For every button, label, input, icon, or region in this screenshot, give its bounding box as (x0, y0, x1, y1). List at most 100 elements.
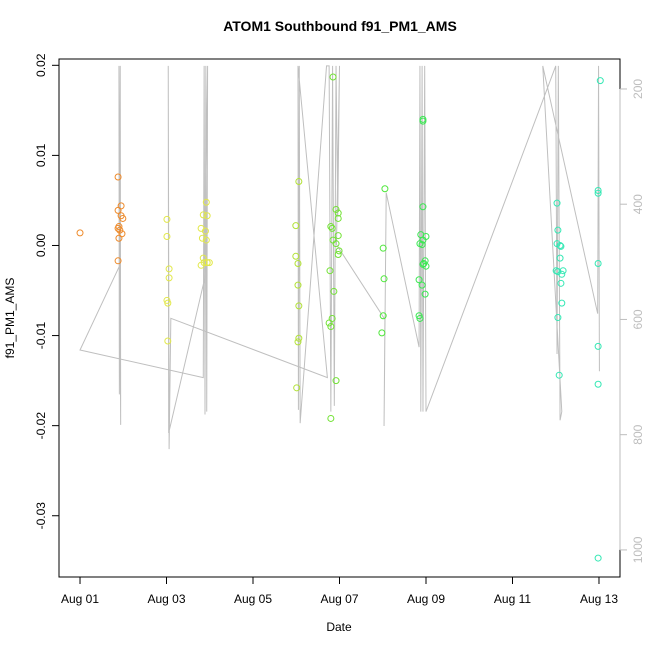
point (335, 247, 343, 255)
x-tick-label: Aug 11 (494, 592, 531, 606)
x-tick-label: Aug 13 (580, 592, 618, 606)
point (295, 302, 303, 310)
point (165, 265, 173, 273)
point (328, 224, 336, 232)
point (334, 214, 342, 222)
point (334, 250, 342, 258)
point (415, 276, 423, 284)
point (556, 254, 564, 262)
point (332, 377, 340, 385)
point (419, 203, 427, 211)
point (559, 267, 567, 275)
point (419, 260, 427, 268)
point (294, 259, 302, 267)
x-tick-label: Aug 01 (61, 592, 99, 606)
point (379, 312, 387, 320)
point (293, 384, 301, 392)
point (594, 187, 602, 195)
point (326, 267, 334, 275)
point (203, 259, 211, 267)
point (594, 342, 602, 350)
x-tick-label: Aug 07 (320, 592, 358, 606)
point (556, 241, 564, 249)
point (163, 232, 171, 240)
point (594, 259, 602, 267)
point (295, 334, 303, 342)
point (202, 236, 210, 244)
point (76, 229, 84, 237)
y-tick-label: 0.02 (34, 53, 48, 77)
point (115, 234, 123, 242)
point (164, 299, 172, 307)
point (197, 261, 205, 269)
point (164, 337, 172, 345)
x-axis-title: Date (326, 620, 352, 634)
point (558, 299, 566, 307)
point (381, 185, 389, 193)
point (334, 232, 342, 240)
point (418, 241, 426, 249)
point (329, 73, 337, 81)
y-tick-label: -0.02 (34, 412, 48, 440)
x-tick-label: Aug 09 (407, 592, 445, 606)
point (327, 323, 335, 331)
point (203, 212, 211, 220)
point (554, 314, 562, 322)
point (596, 77, 604, 85)
point (378, 329, 386, 337)
point (294, 338, 302, 346)
point (292, 252, 300, 260)
x-tick-label: Aug 05 (234, 592, 272, 606)
point (380, 275, 388, 283)
y2-tick-label: 200 (631, 79, 645, 99)
point (421, 290, 429, 298)
point (292, 222, 300, 230)
y-tick-label: -0.01 (34, 322, 48, 350)
point (419, 117, 427, 125)
point (558, 270, 566, 278)
y2-tick-label: 800 (631, 424, 645, 444)
x-tick-label: Aug 03 (147, 592, 185, 606)
point (334, 209, 342, 217)
y-tick-label: -0.03 (34, 502, 48, 530)
point (114, 173, 122, 181)
point (295, 178, 303, 186)
point (330, 287, 338, 295)
point (117, 202, 125, 210)
point (594, 554, 602, 562)
point (555, 371, 563, 379)
point (332, 240, 340, 248)
y2-tick-label: 1000 (631, 536, 645, 563)
plot-area (76, 65, 604, 562)
point (557, 279, 565, 287)
point (332, 205, 340, 213)
point (557, 242, 565, 250)
point (199, 211, 207, 219)
point (294, 281, 302, 289)
point (594, 189, 602, 197)
point (327, 414, 335, 422)
point (553, 199, 561, 207)
y2-tick-label: 400 (631, 194, 645, 214)
point (327, 223, 335, 231)
point (379, 244, 387, 252)
point (416, 314, 424, 322)
y-axis-title: f91_PM1_AMS (3, 278, 17, 359)
point (165, 274, 173, 282)
y2-tick-label: 600 (631, 309, 645, 329)
point (119, 214, 127, 222)
plot-frame (58, 58, 621, 578)
point (114, 257, 122, 265)
point (594, 380, 602, 388)
point (199, 254, 207, 262)
point (325, 319, 333, 327)
chart-title: ATOM1 Southbound f91_PM1_AMS (223, 18, 457, 34)
point (418, 281, 426, 289)
y-tick-label: 0.01 (34, 143, 48, 167)
point (205, 259, 213, 267)
point (202, 198, 210, 206)
point (554, 226, 562, 234)
y-tick-label: 0.00 (34, 233, 48, 257)
point (201, 227, 209, 235)
